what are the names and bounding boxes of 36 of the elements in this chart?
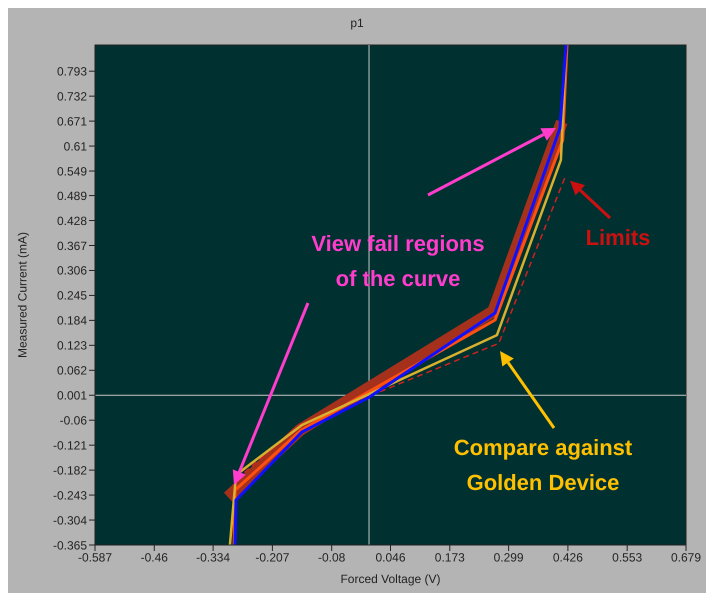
y-tick-label: 0.306 [56,264,88,278]
y-tick-label: -0.243 [52,488,88,502]
y-tick-label: 0.367 [56,238,88,253]
x-tick-label: -0.46 [140,550,168,565]
y-tick-label: -0.182 [52,463,88,478]
x-tick-label: -0.587 [78,550,112,565]
y-tick-label: 0.123 [56,338,88,353]
x-tick-label: -0.207 [255,550,290,565]
y-tick-label: 0.671 [56,114,88,128]
y-tick-label: 0.184 [56,314,88,328]
x-tick-label: 0.173 [434,550,466,565]
x-tick-label: 0.553 [612,550,643,565]
y-axis-title: Measured Current (mA) [15,232,30,358]
x-tick-label: 0.299 [494,550,524,565]
y-tick-label: -0.06 [60,413,88,428]
y-tick-label: -0.365 [52,538,88,552]
y-tick-label: -0.121 [52,438,88,452]
x-axis-title: Forced Voltage (V) [340,572,441,586]
x-tick-label: -0.334 [196,550,230,565]
x-tick-label: 0.426 [552,550,584,565]
y-tick-label: 0.428 [56,214,88,228]
x-tick-label: 0.046 [375,550,406,565]
y-tick-label: 0.732 [56,89,88,104]
y-tick-label: 0.001 [56,388,88,403]
y-tick-label: 0.489 [56,188,88,203]
y-tick-label: 0.062 [56,364,88,378]
x-tick-label: 0.679 [670,550,702,565]
y-tick-label: -0.304 [52,513,88,528]
y-tick-label: 0.549 [56,164,88,178]
x-tick-label: -0.08 [318,550,346,565]
annotation: Limits [584,224,652,252]
y-tick-label: 0.793 [56,64,88,78]
y-tick-label: 0.245 [56,288,88,303]
annotation: Compare against Golden Device [452,434,634,497]
y-tick-label: 0.61 [64,139,88,154]
chart-title: p1 [349,16,365,30]
